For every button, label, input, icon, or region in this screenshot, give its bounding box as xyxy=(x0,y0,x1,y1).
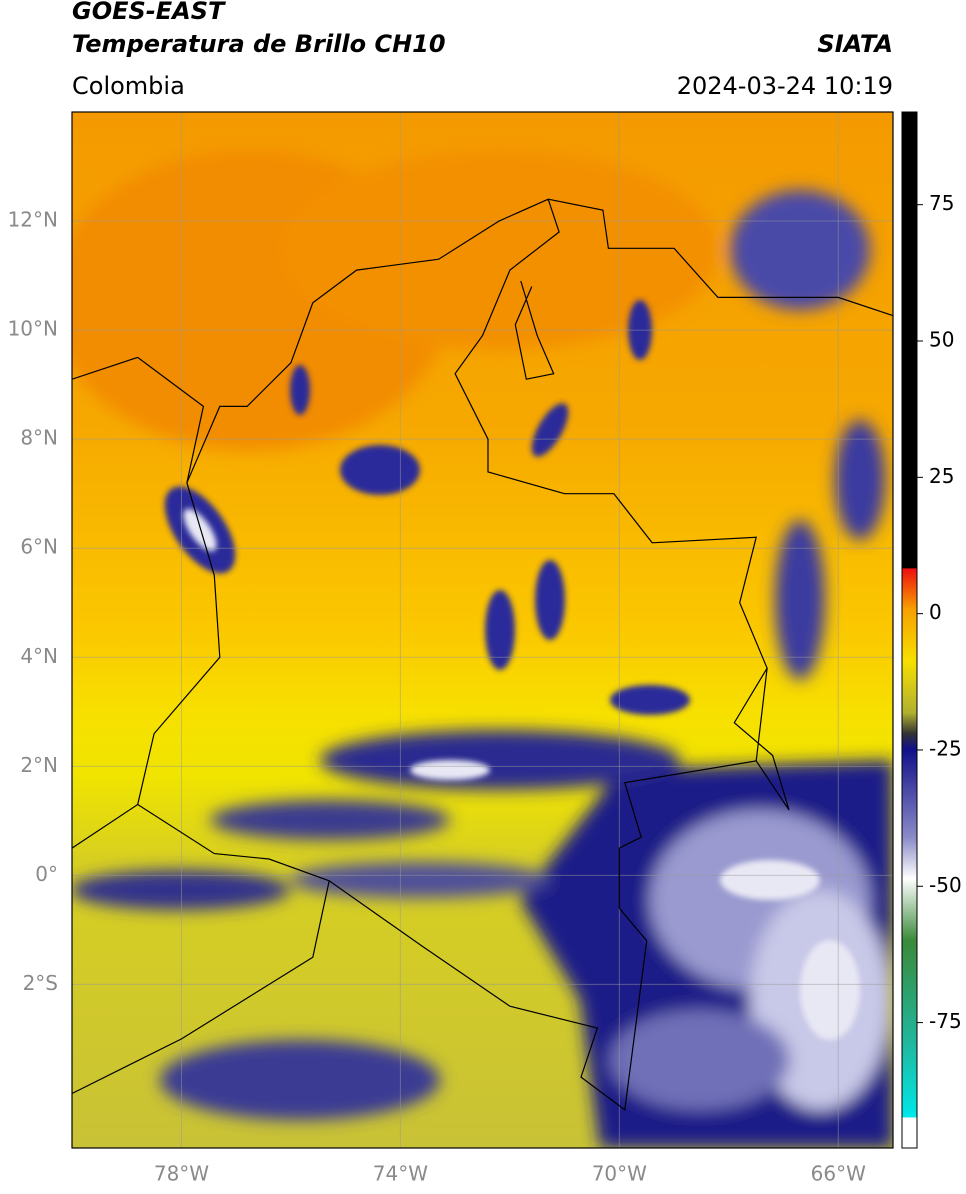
border-line xyxy=(755,668,768,761)
lon-tick-label: 78°W xyxy=(154,1162,209,1186)
lat-tick-label: 4°N xyxy=(20,644,58,668)
borders xyxy=(72,198,893,1111)
lat-tick-label: 12°N xyxy=(8,208,58,232)
colorbar-tick-label: 75 xyxy=(929,191,954,215)
colorbar-tick-label: 50 xyxy=(929,328,954,352)
colorbar-tick-label: -75 xyxy=(929,1009,962,1033)
lat-tick-label: 2°S xyxy=(23,971,58,995)
product: Temperatura de Brillo CH10 xyxy=(72,30,446,58)
border-line xyxy=(72,356,205,483)
colorbar xyxy=(901,111,918,1149)
colorbar-tick-label: -50 xyxy=(929,873,962,897)
lon-tick-label: 74°W xyxy=(373,1162,428,1186)
border-line xyxy=(72,880,330,1095)
border-line xyxy=(72,804,139,849)
border-line xyxy=(548,198,893,317)
region: Colombia xyxy=(72,72,185,100)
lat-tick-label: 8°N xyxy=(20,426,58,450)
lon-tick-label: 70°W xyxy=(592,1162,647,1186)
graticule xyxy=(72,112,893,1148)
datetime: 2024-03-24 10:19 xyxy=(677,72,893,100)
colorbar-tick-label: 0 xyxy=(929,600,942,624)
colorbar-tick-label: 25 xyxy=(929,464,954,488)
lon-tick-label: 66°W xyxy=(811,1162,866,1186)
border-line xyxy=(514,280,555,380)
lat-tick-label: 10°N xyxy=(8,317,58,341)
source: SIATA xyxy=(817,30,893,58)
lat-tick-label: 6°N xyxy=(20,535,58,559)
colorbar-tick-label: -25 xyxy=(929,736,962,760)
satellite: GOES-EAST xyxy=(72,0,226,25)
lat-tick-label: 2°N xyxy=(20,753,58,777)
lat-tick-label: 0° xyxy=(35,862,58,886)
imagery xyxy=(72,112,893,1148)
map-frame xyxy=(71,111,894,1149)
